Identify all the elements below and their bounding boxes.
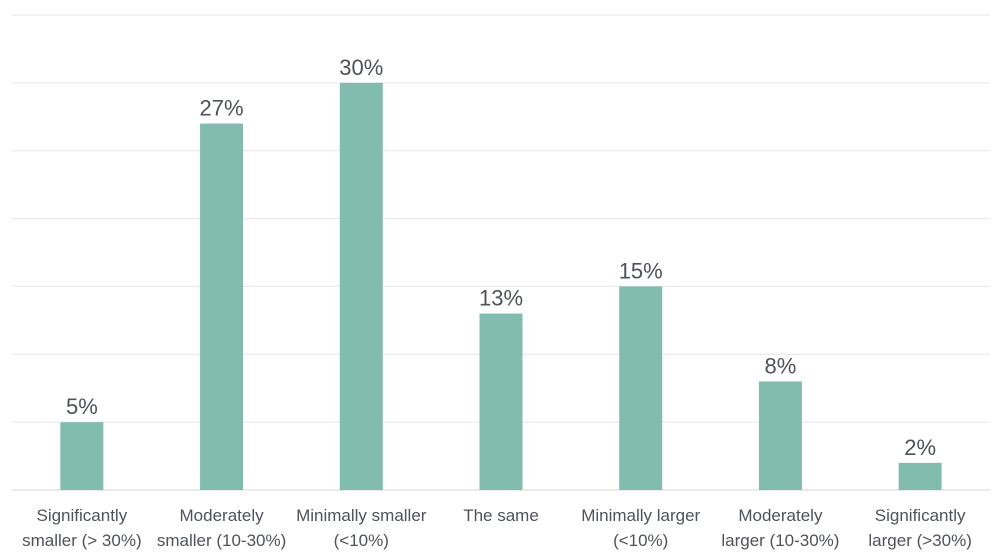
data-label: 13%	[479, 286, 523, 311]
bar	[60, 422, 104, 490]
bar	[619, 286, 663, 490]
category-tick-label-line: Moderately	[180, 506, 265, 525]
category-labels: Significantly smaller (> 30%) Moderately sm…	[22, 506, 972, 550]
category-tick-label-line: larger (10-30%)	[721, 531, 839, 550]
category-tick-label-line: Minimally larger	[581, 506, 700, 525]
data-label: 30%	[339, 55, 383, 80]
category-tick-label-line: smaller (10-30%)	[157, 531, 286, 550]
bar	[200, 123, 244, 491]
data-label: 5%	[66, 394, 98, 419]
data-labels: 5% 27% 30% 13% 15% 8% 2%	[66, 55, 936, 460]
data-label: 2%	[904, 435, 936, 460]
gridlines	[12, 14, 990, 423]
data-label: 15%	[619, 258, 663, 283]
bars	[60, 82, 942, 491]
data-label: 27%	[200, 96, 244, 121]
category-tick-label: Minimally larger (<10%)	[581, 506, 700, 550]
bar	[479, 313, 523, 490]
category-tick-label-line: Significantly	[875, 506, 966, 525]
category-tick-label: Significantly larger (>30%)	[868, 506, 971, 550]
bar	[758, 381, 802, 490]
bar	[339, 82, 383, 490]
category-tick-label: Moderately larger (10-30%)	[721, 506, 839, 550]
category-tick-label-line: The same	[463, 506, 539, 525]
data-label: 8%	[765, 353, 797, 378]
category-tick-label: Significantly smaller (> 30%)	[22, 506, 142, 550]
category-tick-label: Moderately smaller (10-30%)	[157, 506, 286, 550]
category-tick-label-line: (<10%)	[613, 531, 668, 550]
category-tick-label: Minimally smaller (<10%)	[296, 506, 427, 550]
category-tick-label-line: Moderately	[738, 506, 823, 525]
category-tick-label-line: Significantly	[36, 506, 127, 525]
category-tick-label-line: smaller (> 30%)	[22, 531, 142, 550]
category-tick-label: The same	[463, 506, 539, 525]
category-tick-label-line: Minimally smaller	[296, 506, 427, 525]
category-tick-label-line: larger (>30%)	[868, 531, 971, 550]
bar	[898, 462, 942, 490]
category-tick-label-line: (<10%)	[334, 531, 389, 550]
